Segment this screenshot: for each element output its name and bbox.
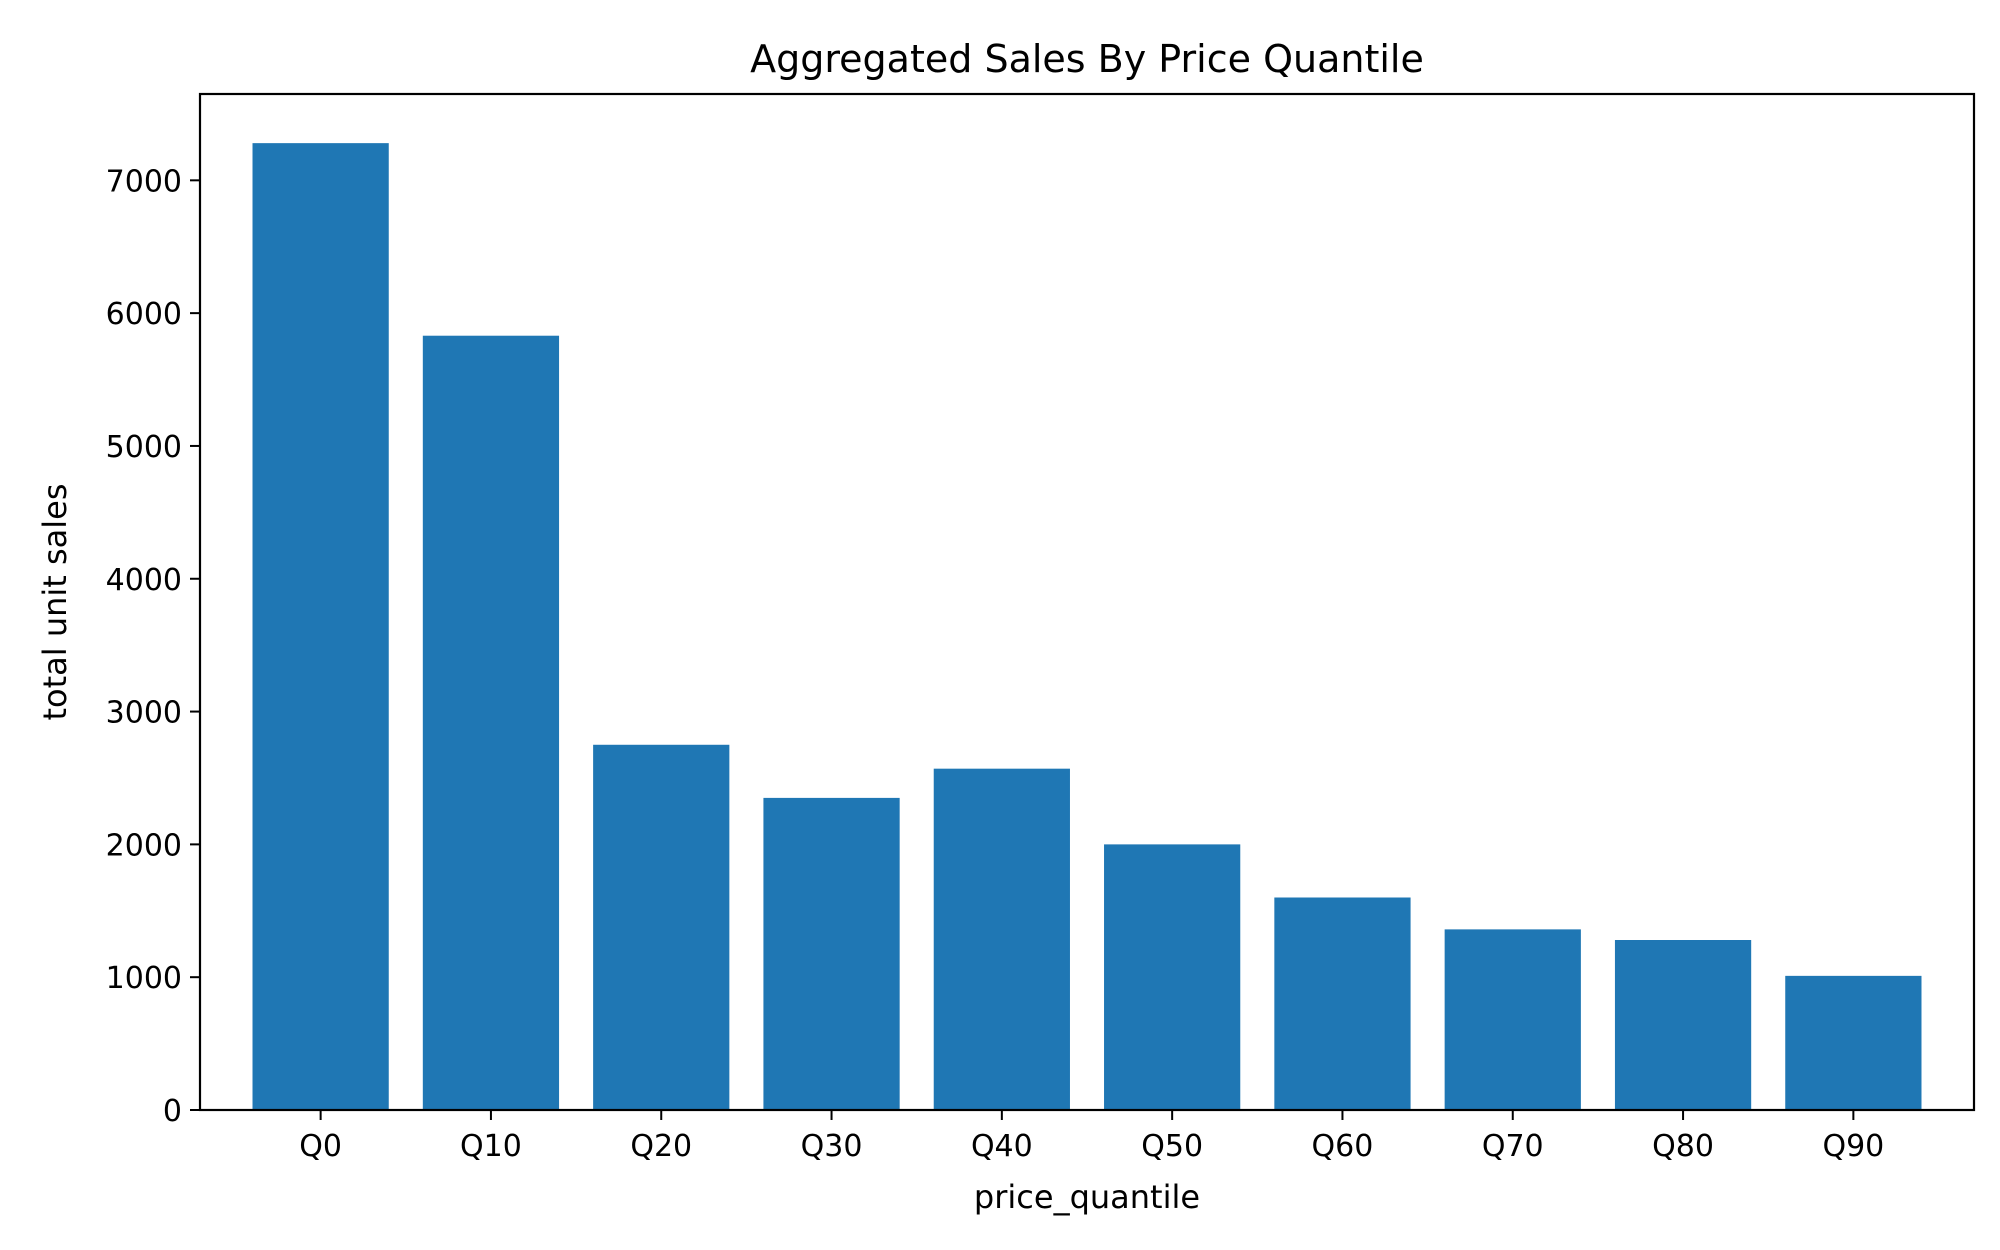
x-tick-label: Q70 — [1482, 1129, 1544, 1164]
chart-title: Aggregated Sales By Price Quantile — [750, 37, 1424, 81]
bar-q70 — [1444, 929, 1581, 1110]
x-tick-label: Q10 — [460, 1129, 522, 1164]
bar-q10 — [422, 335, 560, 1110]
y-tick-label: 6000 — [106, 297, 182, 332]
bar-q0 — [252, 143, 389, 1110]
x-tick-label: Q40 — [971, 1129, 1033, 1164]
x-axis-ticks: Q0 Q10 Q20 Q30 Q40 Q50 Q60 Q70 Q80 Q90 — [299, 1110, 1884, 1164]
y-tick-label: 5000 — [106, 430, 182, 465]
bar-q50 — [1104, 844, 1241, 1110]
y-tick-label: 1000 — [106, 961, 182, 996]
x-tick-label: Q0 — [299, 1129, 342, 1164]
x-tick-label: Q30 — [801, 1129, 863, 1164]
bar-q60 — [1274, 897, 1411, 1110]
x-tick-label: Q50 — [1141, 1129, 1203, 1164]
x-tick-label: Q60 — [1312, 1129, 1374, 1164]
bar-q20 — [593, 744, 730, 1110]
x-tick-label: Q20 — [630, 1129, 692, 1164]
y-tick-label: 2000 — [106, 828, 182, 863]
bar-q40 — [933, 768, 1070, 1110]
y-axis-ticks: 0 1000 2000 3000 4000 5000 6000 7000 — [106, 164, 200, 1129]
y-tick-label: 7000 — [106, 164, 182, 199]
bars-group — [252, 143, 1922, 1110]
y-tick-label: 0 — [163, 1094, 182, 1129]
bar-q90 — [1785, 975, 1922, 1110]
x-tick-label: Q80 — [1652, 1129, 1714, 1164]
bar-q30 — [763, 797, 900, 1110]
y-tick-label: 4000 — [106, 563, 182, 598]
y-tick-label: 3000 — [106, 696, 182, 731]
bar-q80 — [1614, 940, 1752, 1110]
x-tick-label: Q90 — [1822, 1129, 1884, 1164]
y-axis-label: total unit sales — [36, 483, 74, 720]
x-axis-label: price_quantile — [974, 1178, 1200, 1216]
plot-frame — [198, 92, 1976, 1112]
